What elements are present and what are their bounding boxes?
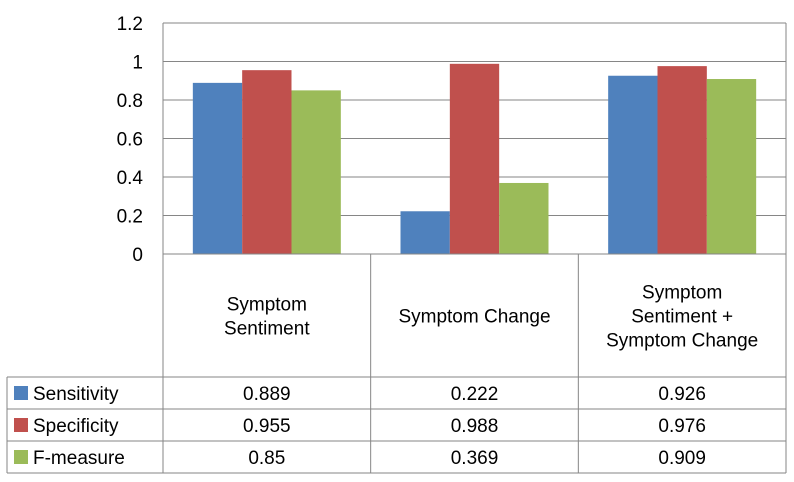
table-value: 0.976 [658, 416, 706, 437]
bar-0-2 [608, 75, 658, 255]
y-tick-label: 1.2 [117, 14, 143, 35]
table-value: 0.889 [243, 384, 291, 405]
legend-swatch-2 [14, 450, 28, 464]
bar-2-2 [706, 79, 757, 254]
table-value: 0.222 [451, 384, 499, 405]
y-tick-label: 0 [132, 245, 143, 266]
legend-label: Specificity [33, 416, 119, 437]
y-tick-label: 0.4 [117, 168, 144, 189]
bar-1-2 [657, 66, 707, 255]
bar-2-0 [291, 90, 341, 254]
category-label: Sentiment + [631, 307, 733, 328]
y-tick-label: 0.2 [117, 207, 143, 228]
table-value: 0.369 [451, 448, 499, 469]
y-tick-label: 0.8 [117, 91, 143, 112]
bar-1-1 [449, 63, 500, 255]
bar-1-0 [242, 70, 292, 254]
table-value: 0.988 [451, 416, 499, 437]
table-value: 0.955 [243, 416, 291, 437]
bar-0-0 [192, 82, 243, 255]
category-label: Symptom [227, 295, 307, 316]
legend-label: Sensitivity [33, 384, 119, 405]
table-value: 0.85 [248, 448, 285, 469]
bar-0-1 [400, 211, 450, 254]
table-value: 0.909 [658, 448, 706, 469]
category-label: Symptom Change [606, 331, 758, 352]
y-tick-label: 1 [132, 53, 143, 74]
bar-2-1 [499, 182, 549, 254]
y-tick-label: 0.6 [117, 130, 143, 151]
legend-label: F-measure [33, 448, 125, 469]
legend-swatch-1 [14, 418, 28, 432]
category-label: Sentiment [224, 319, 310, 340]
category-label: Symptom Change [398, 307, 550, 328]
table-value: 0.926 [658, 384, 706, 405]
category-label: Symptom [642, 283, 722, 304]
legend-swatch-0 [14, 386, 28, 400]
